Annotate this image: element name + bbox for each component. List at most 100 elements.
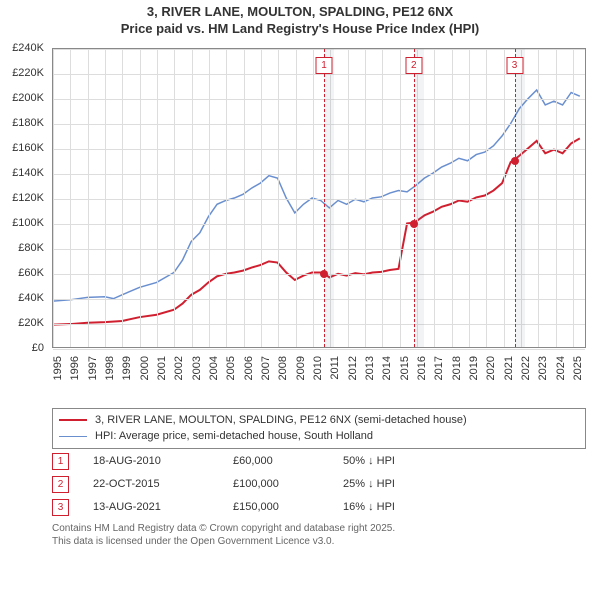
grid-line — [348, 49, 349, 347]
grid-line — [53, 324, 585, 325]
y-tick-label: £220K — [12, 67, 44, 79]
transaction-date: 13-AUG-2021 — [93, 501, 233, 513]
x-tick-label: 2020 — [485, 356, 497, 380]
grid-line — [70, 49, 71, 347]
transaction-row: 2 22-OCT-2015£100,00025% ↓ HPI — [52, 476, 586, 493]
x-tick-label: 2019 — [468, 356, 480, 380]
grid-line — [452, 49, 453, 347]
plot-area: £0£20K£40K£60K£80K£100K£120K£140K£160K£1… — [4, 42, 596, 402]
y-tick-label: £200K — [12, 92, 44, 104]
x-tick-label: 2017 — [433, 356, 445, 380]
transaction-diff: 16% ↓ HPI — [343, 501, 586, 513]
x-tick-label: 2001 — [156, 356, 168, 380]
x-tick-label: 2015 — [399, 356, 411, 380]
transactions-table: 118-AUG-2010£60,00050% ↓ HPI 2 22-OCT-2015… — [52, 453, 586, 516]
series-line-price — [53, 138, 580, 324]
marker-box: 3 — [506, 57, 523, 74]
grid-line — [400, 49, 401, 347]
grid-line — [53, 149, 585, 150]
y-tick-label: £120K — [12, 192, 44, 204]
transaction-diff: 25% ↓ HPI — [343, 478, 586, 490]
x-tick-label: 2005 — [225, 356, 237, 380]
attribution: Contains HM Land Registry data © Crown c… — [52, 522, 586, 548]
grid-line — [469, 49, 470, 347]
grid-line — [296, 49, 297, 347]
marker-vline — [324, 49, 325, 347]
x-tick-label: 1995 — [52, 356, 64, 380]
grid-line — [365, 49, 366, 347]
x-tick-label: 2004 — [208, 356, 220, 380]
marker-dot — [320, 270, 328, 278]
x-tick-label: 2018 — [451, 356, 463, 380]
x-tick-label: 2002 — [173, 356, 185, 380]
x-tick-label: 2013 — [364, 356, 376, 380]
legend-row: 3, RIVER LANE, MOULTON, SPALDING, PE12 6… — [59, 412, 579, 429]
attribution-line-1: Contains HM Land Registry data © Crown c… — [52, 522, 586, 535]
transaction-price: £150,000 — [233, 501, 343, 513]
grid-line — [53, 249, 585, 250]
marker-vline — [414, 49, 415, 347]
grid-line — [53, 74, 585, 75]
y-tick-label: £180K — [12, 117, 44, 129]
legend-row: HPI: Average price, semi-detached house,… — [59, 428, 579, 445]
highlight-band — [515, 49, 525, 347]
transaction-row: 118-AUG-2010£60,00050% ↓ HPI — [52, 453, 586, 470]
x-tick-label: 2024 — [555, 356, 567, 380]
x-tick-label: 2008 — [277, 356, 289, 380]
grid-line — [88, 49, 89, 347]
grid-line — [53, 174, 585, 175]
series-line-hpi — [53, 90, 580, 301]
y-tick-label: £20K — [18, 317, 44, 329]
title-line-1: 3, RIVER LANE, MOULTON, SPALDING, PE12 6… — [4, 4, 596, 21]
legend-label: 3, RIVER LANE, MOULTON, SPALDING, PE12 6… — [95, 412, 467, 429]
transaction-price: £60,000 — [233, 455, 343, 467]
x-tick-label: 2022 — [520, 356, 532, 380]
y-tick-label: £140K — [12, 167, 44, 179]
grid-line — [244, 49, 245, 347]
grid-line — [226, 49, 227, 347]
x-tick-label: 2021 — [503, 356, 515, 380]
title-line-2: Price paid vs. HM Land Registry's House … — [4, 21, 596, 38]
grid-line — [192, 49, 193, 347]
transaction-date: 18-AUG-2010 — [93, 455, 233, 467]
legend-label: HPI: Average price, semi-detached house,… — [95, 428, 373, 445]
x-tick-label: 2000 — [139, 356, 151, 380]
x-tick-label: 1996 — [69, 356, 81, 380]
x-tick-label: 2011 — [329, 356, 341, 380]
grid-line — [157, 49, 158, 347]
grid-line — [53, 199, 585, 200]
marker-dot — [511, 157, 519, 165]
chart-svg — [53, 49, 585, 347]
grid-line — [53, 49, 54, 347]
grid-line — [122, 49, 123, 347]
marker-box: 2 — [405, 57, 422, 74]
y-tick-label: £80K — [18, 242, 44, 254]
grid-line — [504, 49, 505, 347]
plot-frame: 1 2 3 — [52, 48, 586, 348]
grid-line — [382, 49, 383, 347]
x-axis: 1995199619971998199920002001200220032004… — [52, 352, 586, 402]
grid-line — [556, 49, 557, 347]
x-tick-label: 2012 — [347, 356, 359, 380]
grid-line — [313, 49, 314, 347]
y-tick-label: £60K — [18, 267, 44, 279]
grid-line — [105, 49, 106, 347]
marker-vline — [515, 49, 516, 347]
transaction-date: 22-OCT-2015 — [93, 478, 233, 490]
marker-box: 1 — [315, 57, 332, 74]
grid-line — [53, 49, 585, 50]
transaction-row: 3 13-AUG-2021£150,00016% ↓ HPI — [52, 499, 586, 516]
x-tick-label: 2009 — [295, 356, 307, 380]
grid-line — [174, 49, 175, 347]
legend-swatch — [59, 419, 87, 421]
marker-dot — [410, 220, 418, 228]
grid-line — [278, 49, 279, 347]
transaction-number: 3 — [52, 499, 69, 516]
legend-swatch — [59, 436, 87, 437]
y-tick-label: £160K — [12, 142, 44, 154]
transaction-price: £100,000 — [233, 478, 343, 490]
transaction-number: 2 — [52, 476, 69, 493]
grid-line — [53, 99, 585, 100]
x-tick-label: 2003 — [191, 356, 203, 380]
grid-line — [209, 49, 210, 347]
